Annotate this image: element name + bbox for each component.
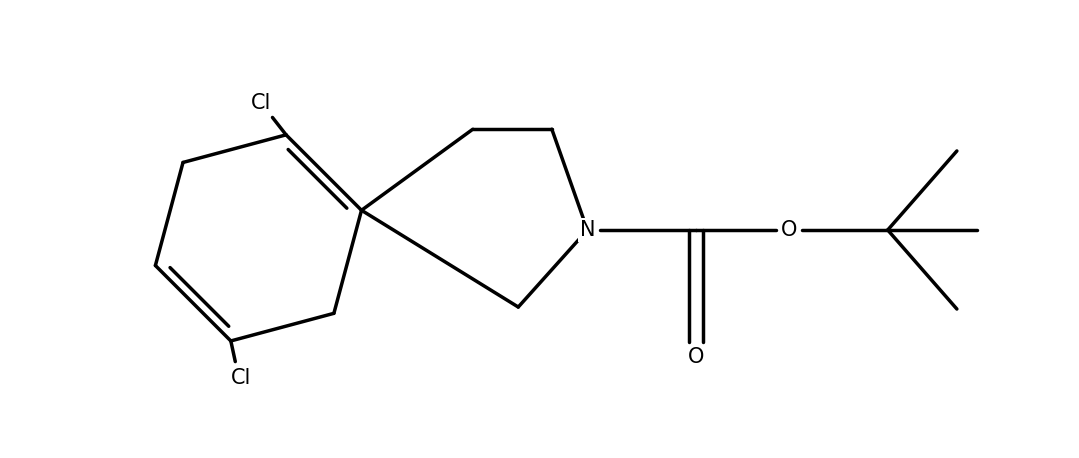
Text: Cl: Cl — [251, 93, 272, 113]
Text: O: O — [781, 220, 797, 240]
Text: N: N — [579, 220, 596, 240]
Text: O: O — [688, 348, 705, 367]
Text: Cl: Cl — [231, 369, 251, 388]
